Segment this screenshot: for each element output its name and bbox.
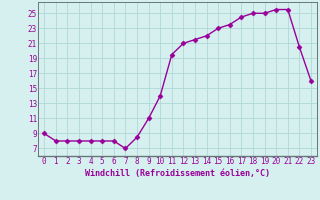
X-axis label: Windchill (Refroidissement éolien,°C): Windchill (Refroidissement éolien,°C)	[85, 169, 270, 178]
